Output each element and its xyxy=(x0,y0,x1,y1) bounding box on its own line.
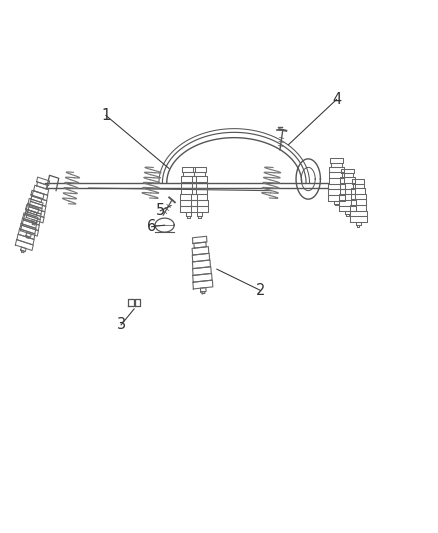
Text: 3: 3 xyxy=(117,317,126,332)
Text: 1: 1 xyxy=(101,108,110,123)
Text: 2: 2 xyxy=(256,283,265,298)
Text: 4: 4 xyxy=(332,92,341,107)
Text: 6: 6 xyxy=(147,219,156,234)
Text: 5: 5 xyxy=(155,203,165,219)
